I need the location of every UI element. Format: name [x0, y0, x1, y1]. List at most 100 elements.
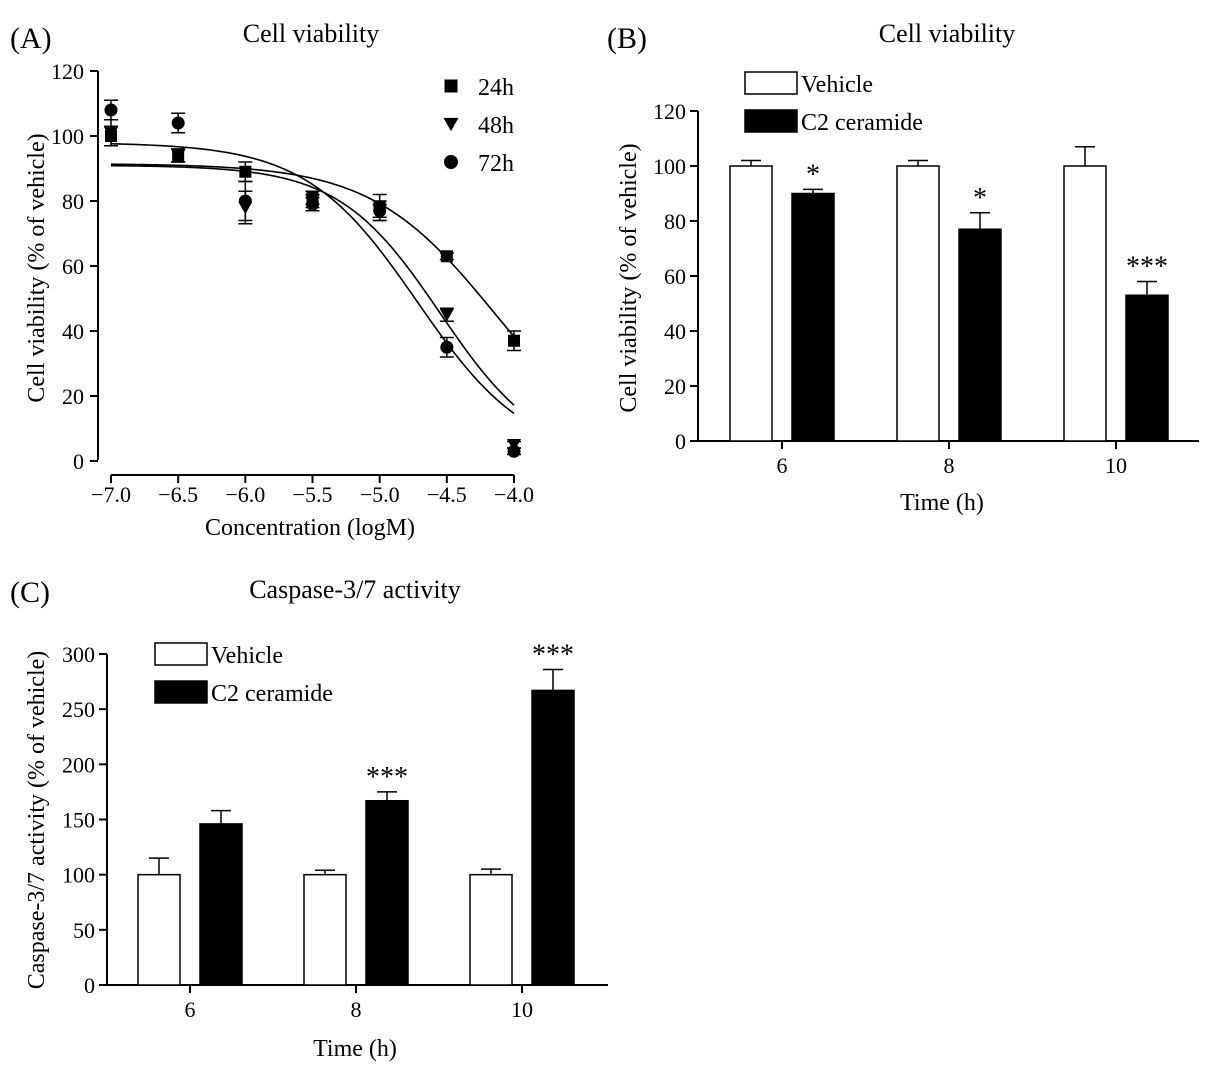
- panel-b-significance-marker: *: [973, 183, 987, 214]
- panel-a-y-tick-label: 60: [62, 254, 84, 279]
- panel-a-point-72h: [171, 116, 185, 130]
- panel-a-x-tick-label: −6.5: [158, 482, 198, 507]
- panel-b: (B) Cell viability Time (h) Cell viabili…: [607, 19, 1199, 516]
- panel-c: (C) Caspase-3/7 activity Time (h) Caspas…: [10, 575, 608, 1062]
- panel-a-fit-curve-24h: [110, 163, 515, 338]
- panel-b-legend: Vehicle C2 ceramide: [744, 71, 923, 136]
- panel-c-title: Caspase-3/7 activity: [249, 575, 461, 604]
- panel-a-point-72h: [104, 103, 118, 117]
- panel-a-y-tick-label: 0: [73, 449, 84, 474]
- panel-c-significance-marker: ***: [366, 762, 408, 793]
- panel-a-point-72h: [373, 204, 387, 218]
- panel-b-y-tick-label: 80: [664, 209, 686, 234]
- panel-c-legend-label: Vehicle: [211, 643, 283, 669]
- panel-c-significance-marker: ***: [532, 639, 574, 670]
- panel-a-title: Cell viability: [243, 19, 380, 48]
- panel-a-x-tick-label: −5.5: [293, 482, 333, 507]
- panel-b-significance-marker: *: [806, 159, 820, 190]
- panel-a-point-72h: [238, 194, 252, 208]
- panel-b-legend-swatch-Vehicle: [744, 71, 798, 95]
- panel-c-axes: 0 50 100 150 200 250 300 6 8 10: [62, 642, 608, 1022]
- panel-a: (A) Cell viability Concentration (logM) …: [10, 19, 534, 541]
- panel-a-point-72h: [507, 444, 521, 458]
- panel-c-x-tick-label: 10: [511, 997, 533, 1022]
- panel-c-bar-C2-ceramide-10: [531, 689, 575, 986]
- panel-b-label: (B): [607, 22, 647, 55]
- panel-a-x-axis-label: Concentration (logM): [205, 515, 415, 541]
- panel-c-legend-swatch-Vehicle: [154, 642, 208, 666]
- panel-c-y-tick-label: 250: [62, 697, 95, 722]
- panel-a-point-24h: [508, 334, 520, 347]
- panel-c-y-tick-label: 100: [62, 863, 95, 888]
- panel-b-bar-C2-ceramide-8: [958, 228, 1002, 442]
- panel-b-y-tick-label: 120: [653, 99, 686, 124]
- panel-c-x-tick-label: 6: [185, 997, 196, 1022]
- panel-b-significance-marker: ***: [1126, 252, 1168, 283]
- panel-a-y-tick-label: 20: [62, 384, 84, 409]
- panel-b-legend-label: C2 ceramide: [801, 110, 923, 136]
- panel-b-y-tick-label: 40: [664, 319, 686, 344]
- panel-b-x-tick-label: 10: [1105, 453, 1127, 478]
- panel-b-x-tick-label: 6: [777, 453, 788, 478]
- panel-a-y-axis-label: Cell viability (% of vehicle): [24, 133, 50, 402]
- panel-a-y-tick-label: 120: [51, 59, 84, 84]
- panel-a-legend-marker-24h: [444, 79, 458, 93]
- panel-c-bar-C2-ceramide-8: [365, 799, 409, 986]
- panel-a-y-tick-label: 100: [51, 124, 84, 149]
- panel-b-y-tick-label: 100: [653, 154, 686, 179]
- panel-c-y-tick-label: 50: [73, 918, 95, 943]
- panel-b-title: Cell viability: [879, 19, 1016, 48]
- panel-c-bar-Vehicle-10: [469, 873, 513, 986]
- panel-b-bar-Vehicle-10: [1063, 165, 1107, 442]
- panel-c-legend-label: C2 ceramide: [211, 681, 333, 707]
- panel-a-y-tick-label: 80: [62, 189, 84, 214]
- panel-a-point-72h: [306, 197, 319, 211]
- panel-a-x-tick-label: −5.0: [360, 482, 400, 507]
- panel-b-x-tick-label: 8: [944, 453, 955, 478]
- panel-a-legend-label: 72h: [478, 151, 514, 177]
- panel-b-legend-swatch-C2-ceramide: [744, 109, 798, 133]
- panel-b-y-tick-label: 60: [664, 264, 686, 289]
- panel-a-point-48h: [439, 309, 454, 322]
- panel-c-y-tick-label: 300: [62, 642, 95, 667]
- panel-a-point-48h: [171, 149, 186, 163]
- panel-b-y-tick-label: 0: [675, 429, 686, 454]
- panel-a-x-tick-label: −6.0: [225, 482, 265, 507]
- panel-c-y-tick-label: 150: [62, 808, 95, 833]
- panel-a-x-tick-label: −7.0: [91, 482, 131, 507]
- panel-b-y-tick-label: 20: [664, 374, 686, 399]
- panel-b-bar-C2-ceramide-10: [1125, 294, 1169, 442]
- panel-a-legend-marker-48h: [443, 117, 459, 132]
- panel-a-legend-label: 24h: [478, 75, 514, 101]
- panel-a-point-48h: [104, 127, 118, 140]
- panel-b-axes: 0 20 40 60 80 100 120 6 8 10: [653, 99, 1199, 478]
- panel-c-label: (C): [10, 576, 50, 609]
- panel-c-x-axis-label: Time (h): [313, 1036, 397, 1062]
- panel-a-y-tick-label: 40: [62, 319, 84, 344]
- panel-c-y-axis-label: Caspase-3/7 activity (% of vehicle): [24, 651, 50, 990]
- panel-c-legend-swatch-C2-ceramide: [154, 680, 208, 704]
- panel-c-bar-C2-ceramide-6: [199, 823, 243, 986]
- panel-b-legend-label: Vehicle: [801, 72, 873, 98]
- panel-b-bar-C2-ceramide-6: [791, 192, 835, 442]
- panel-c-y-tick-label: 0: [84, 973, 95, 998]
- panel-c-x-tick-label: 8: [351, 997, 362, 1022]
- panel-b-plot-area: *****: [729, 146, 1169, 442]
- panel-a-fit-curve-48h: [110, 164, 515, 406]
- panel-a-legend-label: 48h: [478, 113, 514, 139]
- panel-a-plot-area: [104, 99, 521, 458]
- panel-c-legend: Vehicle C2 ceramide: [154, 642, 333, 707]
- panel-b-x-axis-label: Time (h): [900, 490, 984, 516]
- panel-b-bar-Vehicle-8: [896, 165, 940, 442]
- panel-b-bar-Vehicle-6: [729, 165, 773, 442]
- panel-c-y-tick-label: 200: [62, 752, 95, 777]
- panel-c-plot-area: *** ***: [137, 639, 575, 986]
- panel-a-point-72h: [440, 340, 454, 354]
- panel-a-fit-curve-72h: [110, 142, 515, 415]
- panel-b-y-axis-label: Cell viability (% of vehicle): [616, 143, 642, 412]
- panel-a-x-tick-label: −4.5: [427, 482, 467, 507]
- panel-c-bar-Vehicle-8: [303, 873, 347, 986]
- panel-a-point-24h: [440, 250, 453, 263]
- panel-a-x-tick-label: −4.0: [494, 482, 534, 507]
